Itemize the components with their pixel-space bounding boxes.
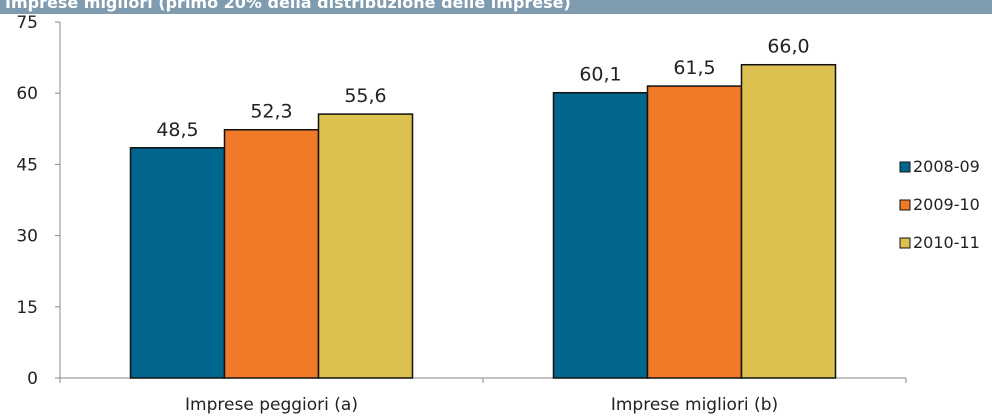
bar: [129, 147, 226, 379]
chart-title-bar: Imprese migliori (primo 20% della distri…: [0, 0, 992, 14]
legend-swatch: [899, 161, 911, 173]
bar: [223, 128, 320, 379]
y-tick-label: 75: [16, 13, 38, 33]
y-tick-label: 60: [16, 84, 38, 104]
x-tick-label: Imprese migliori (b): [611, 395, 778, 415]
y-tick-label: 15: [16, 298, 38, 318]
y-tick-label: 30: [16, 227, 38, 247]
legend-label: 2009-10: [913, 195, 980, 214]
data-label: 66,0: [767, 36, 809, 58]
legend-label: 2010-11: [913, 233, 980, 252]
bar: [646, 85, 743, 379]
bar: [317, 113, 414, 379]
y-tick-label: 0: [27, 369, 38, 389]
data-label: 52,3: [250, 101, 292, 123]
chart-title: Imprese migliori (primo 20% della distri…: [5, 0, 571, 12]
legend-label: 2008-09: [913, 157, 980, 176]
legend-swatch: [899, 199, 911, 211]
data-label: 48,5: [156, 119, 198, 141]
bar: [740, 63, 837, 379]
y-tick-label: 45: [16, 155, 38, 175]
legend-swatch: [899, 237, 911, 249]
x-tick-label: Imprese peggiori (a): [185, 395, 358, 415]
data-label: 60,1: [579, 64, 621, 86]
data-label: 61,5: [673, 57, 715, 79]
bar: [552, 91, 649, 379]
data-label: 55,6: [344, 85, 386, 107]
